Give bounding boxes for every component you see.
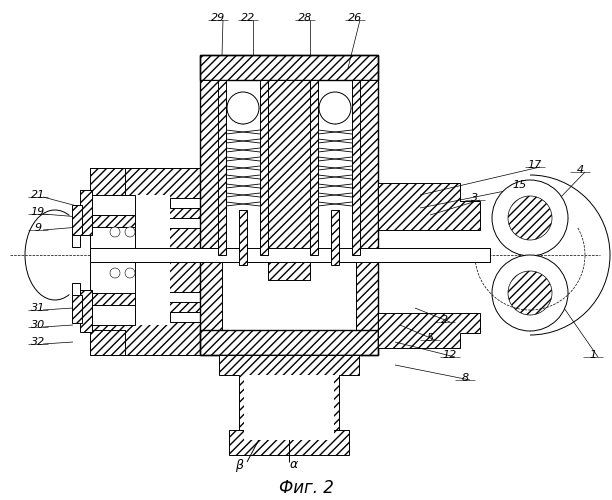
Circle shape (319, 92, 351, 124)
Bar (90, 195, 170, 325)
Text: Фиг. 2: Фиг. 2 (278, 479, 334, 497)
Bar (90, 248, 490, 262)
Text: β: β (235, 458, 243, 471)
Text: 30: 30 (31, 320, 45, 330)
Circle shape (492, 180, 568, 256)
Circle shape (110, 227, 120, 237)
Text: 21: 21 (31, 190, 45, 200)
Bar (310, 80, 318, 255)
Polygon shape (90, 168, 200, 355)
Text: 1: 1 (589, 350, 597, 360)
Text: 5: 5 (427, 333, 433, 343)
Bar (239, 210, 247, 265)
Text: 26: 26 (348, 13, 362, 23)
Bar (200, 55, 378, 80)
Text: 8: 8 (461, 373, 469, 383)
Bar (72, 235, 80, 247)
Text: 2: 2 (441, 315, 449, 325)
Text: 22: 22 (241, 13, 255, 23)
Bar (260, 80, 268, 255)
Bar (268, 80, 310, 280)
Bar (72, 295, 82, 323)
Polygon shape (90, 168, 125, 195)
Circle shape (508, 271, 552, 315)
Bar (200, 80, 222, 330)
Bar (90, 195, 135, 325)
Bar (80, 290, 92, 332)
Text: α: α (290, 458, 298, 471)
Bar (244, 375, 334, 440)
Circle shape (227, 92, 259, 124)
Polygon shape (378, 183, 480, 230)
Bar (352, 80, 360, 255)
Bar (331, 210, 339, 265)
Bar (72, 283, 80, 295)
Bar (229, 430, 349, 455)
Circle shape (125, 268, 135, 278)
Text: 29: 29 (211, 13, 225, 23)
Circle shape (110, 268, 120, 278)
Polygon shape (378, 313, 480, 348)
Text: 17: 17 (528, 160, 542, 170)
Circle shape (125, 227, 135, 237)
Text: 9: 9 (34, 223, 42, 233)
Circle shape (508, 196, 552, 240)
Bar (72, 205, 82, 235)
Polygon shape (90, 330, 125, 355)
Bar (90, 293, 135, 305)
Text: 19: 19 (31, 207, 45, 217)
Circle shape (492, 255, 568, 331)
Text: 32: 32 (31, 337, 45, 347)
Text: 28: 28 (298, 13, 312, 23)
Bar (90, 215, 135, 227)
Text: 12: 12 (443, 350, 457, 360)
Text: 15: 15 (513, 180, 527, 190)
Bar (200, 330, 378, 355)
Polygon shape (219, 355, 359, 430)
Text: 4: 4 (577, 165, 584, 175)
Text: 3: 3 (471, 193, 479, 203)
Text: 31: 31 (31, 303, 45, 313)
Bar (356, 80, 378, 330)
Bar (80, 190, 92, 235)
Bar (218, 80, 226, 255)
